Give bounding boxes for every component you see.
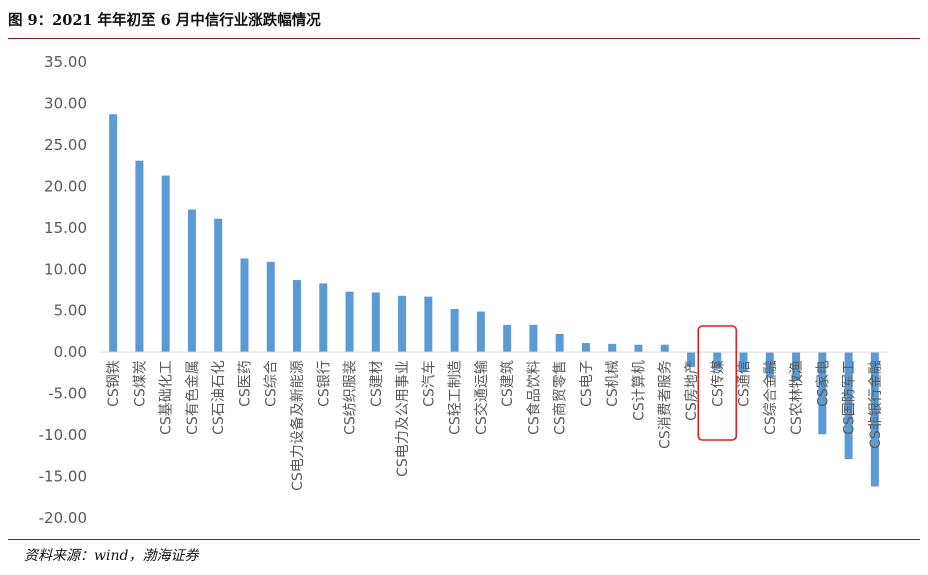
bar bbox=[870, 352, 879, 487]
y-tick-label: 15.00 bbox=[44, 219, 87, 237]
source-rule bbox=[8, 539, 920, 540]
category-label: CS食品饮料 bbox=[525, 360, 542, 435]
category-label: CS有色金属 bbox=[184, 360, 201, 435]
bar bbox=[713, 352, 722, 369]
category-label: CS石油石化 bbox=[211, 360, 227, 435]
bar bbox=[187, 209, 196, 353]
category-label: CS银行 bbox=[316, 360, 332, 407]
bar bbox=[608, 343, 617, 353]
bar bbox=[844, 352, 853, 460]
y-tick-label: 5.00 bbox=[54, 302, 87, 320]
bar bbox=[476, 311, 485, 353]
bar bbox=[161, 175, 170, 353]
y-tick-label: -20.00 bbox=[39, 509, 87, 527]
bar bbox=[398, 295, 407, 353]
category-label: CS国防军工 bbox=[842, 360, 858, 435]
bar bbox=[792, 352, 801, 382]
y-tick-label: 20.00 bbox=[44, 177, 87, 195]
y-tick-label: 0.00 bbox=[54, 343, 87, 361]
category-label: CS综合金融 bbox=[763, 360, 779, 435]
figure-source: 资料来源：wind，渤海证券 bbox=[24, 548, 199, 564]
category-label: CS钢铁 bbox=[106, 360, 122, 407]
y-tick-label: 10.00 bbox=[44, 260, 87, 278]
bar bbox=[109, 114, 118, 353]
x-axis-labels: CS钢铁 CS煤炭 CS基础化工 CS有色金属 CS石油石化 CS医药 CS综合 CS电力设备… bbox=[106, 360, 884, 491]
bar bbox=[765, 352, 774, 378]
bar bbox=[424, 296, 433, 353]
bar bbox=[581, 343, 590, 353]
category-label: CS机械 bbox=[605, 360, 621, 407]
category-label: CS交通运输 bbox=[473, 360, 490, 435]
category-label: CS综合 bbox=[264, 360, 280, 407]
category-label: CS通信 bbox=[737, 360, 753, 407]
bar bbox=[687, 352, 695, 368]
category-label: CS农林牧渔 bbox=[789, 360, 805, 435]
y-tick-label: 35.00 bbox=[44, 53, 87, 71]
bar bbox=[319, 283, 328, 353]
bar bbox=[450, 309, 459, 353]
category-label: CS电力设备及新能源 bbox=[289, 360, 306, 491]
bar bbox=[818, 352, 827, 435]
category-label: CS电力及公用事业 bbox=[395, 360, 411, 477]
bar bbox=[135, 160, 144, 353]
y-axis: 35.00 30.00 25.00 20.00 15.00 10.00 5.00 0.00 -5… bbox=[39, 53, 87, 527]
category-label: CS商贸零售 bbox=[553, 360, 569, 435]
y-tick-label: 30.00 bbox=[44, 94, 87, 112]
y-tick-label: -15.00 bbox=[39, 468, 87, 486]
bar bbox=[293, 280, 301, 353]
bar bbox=[660, 344, 669, 353]
category-label: CS非银行金融 bbox=[868, 360, 884, 449]
bar bbox=[555, 333, 564, 353]
category-label: CS轻工制造 bbox=[448, 360, 464, 435]
bar bbox=[345, 291, 354, 353]
figure-title: 图 9：2021 年年初至 6 月中信行业涨跌幅情况 bbox=[8, 12, 321, 29]
category-label: CS医药 bbox=[237, 360, 253, 407]
bars bbox=[109, 114, 879, 487]
y-tick-label: -5.00 bbox=[48, 385, 87, 403]
category-label: CS纺织服装 bbox=[343, 360, 359, 435]
bar bbox=[371, 292, 380, 353]
category-label: CS基础化工 bbox=[158, 360, 175, 435]
y-tick-label: 25.00 bbox=[44, 136, 87, 154]
category-label: CS汽车 bbox=[420, 360, 437, 407]
bar bbox=[266, 261, 275, 353]
bar bbox=[214, 218, 223, 353]
title-rule bbox=[8, 38, 920, 39]
category-label: CS电子 bbox=[579, 360, 595, 407]
bar bbox=[739, 352, 748, 372]
category-label: CS计算机 bbox=[631, 360, 647, 421]
category-label: CS建材 bbox=[369, 360, 385, 407]
bar bbox=[529, 324, 538, 353]
category-label: CS家电 bbox=[814, 360, 831, 407]
highlight-box bbox=[697, 325, 738, 441]
category-label: CS煤炭 bbox=[132, 360, 148, 407]
bar bbox=[240, 258, 249, 353]
y-tick-label: -10.00 bbox=[39, 426, 87, 444]
bar bbox=[503, 324, 512, 353]
category-label: CS房地产 bbox=[684, 360, 700, 421]
category-label: CS传媒 bbox=[710, 360, 726, 407]
category-label: CS建筑 bbox=[500, 360, 516, 407]
bar bbox=[634, 344, 643, 353]
category-label: CS消费者服务 bbox=[658, 360, 674, 449]
